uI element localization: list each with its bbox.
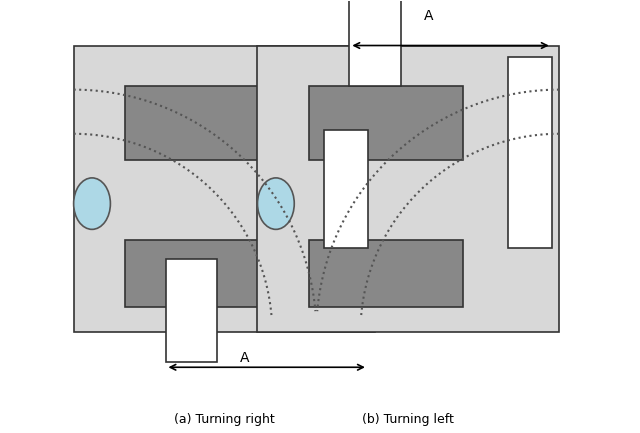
Text: A: A (424, 10, 433, 23)
Text: (a) Turning right: (a) Turning right (174, 413, 275, 426)
Bar (309, 240, 463, 307)
Bar (166, 259, 217, 362)
Bar (324, 130, 368, 248)
Bar (349, 0, 401, 86)
Ellipse shape (257, 178, 294, 229)
FancyBboxPatch shape (74, 45, 375, 333)
FancyBboxPatch shape (257, 45, 559, 333)
Ellipse shape (74, 178, 111, 229)
Text: A: A (240, 352, 250, 365)
Bar (125, 86, 280, 159)
Bar (125, 240, 280, 307)
Bar (309, 86, 463, 159)
Bar (508, 57, 552, 248)
Text: (b) Turning left: (b) Turning left (362, 413, 454, 426)
